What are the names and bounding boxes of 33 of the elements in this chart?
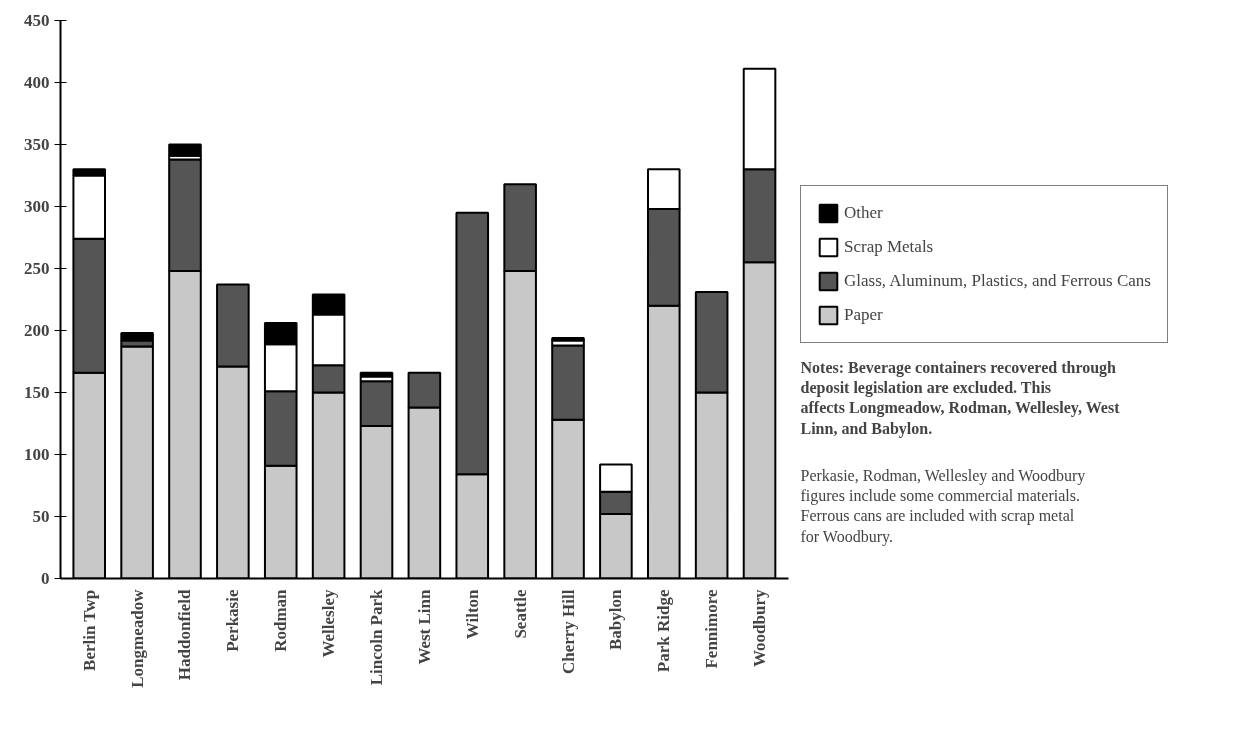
bar — [168, 143, 202, 157]
bar — [551, 336, 585, 342]
x-tick-label: Lincoln Park — [367, 588, 386, 686]
x-tick-label: Woodbury — [750, 589, 770, 667]
y-tick-label: 450 — [24, 11, 50, 30]
y-tick-label: 0 — [41, 569, 50, 588]
y-tick-label: 100 — [24, 445, 50, 464]
x-tick-label: Seattle — [510, 589, 530, 639]
y-tick-label: 400 — [24, 73, 50, 92]
y-tick-label: 300 — [24, 197, 50, 216]
legend-label: Paper — [844, 305, 883, 325]
x-tick-label: Berlin Twp — [79, 589, 99, 671]
x-tick-label: Perkasie — [223, 589, 243, 652]
x-tick-label: Babylon — [606, 588, 626, 650]
y-tick-label: 250 — [24, 259, 50, 278]
y-tick-label: 350 — [24, 135, 50, 154]
x-tick-label: Cherry Hill — [558, 589, 578, 675]
y-tick-label: 200 — [24, 321, 50, 340]
text: Notes: Beverage containers recovered through deposit legislation are excluded. This affects Longmeadow, Rodman, Wellesley, West Linn, and Babylon. — [800, 358, 1121, 438]
x-tick-label: Haddonfield — [175, 588, 195, 681]
y-tick-label: 150 — [24, 383, 50, 402]
x-tick-label: Wellesley — [319, 589, 339, 658]
x-tick-label: Park Ridge — [654, 589, 674, 673]
x-tick-label: Rodman — [271, 588, 291, 652]
legend-label: Other — [844, 203, 883, 223]
text: Perkasie, Rodman, Wellesley and Woodbury figures include some commercial materials. Ferrous cans are included with scrap metal for Woodbury. — [800, 466, 1086, 546]
x-tick-label: Longmeadow — [127, 588, 147, 688]
x-tick-label: Wilton — [462, 588, 482, 640]
legend-label: Glass, Aluminum, Plastics, and Ferrous Cans — [844, 271, 1151, 291]
legend-label: Scrap Metals — [844, 237, 934, 257]
x-tick-label: Fennimore — [702, 589, 722, 669]
y-tick-label: 50 — [32, 507, 50, 526]
x-tick-label: West Linn — [414, 588, 434, 665]
